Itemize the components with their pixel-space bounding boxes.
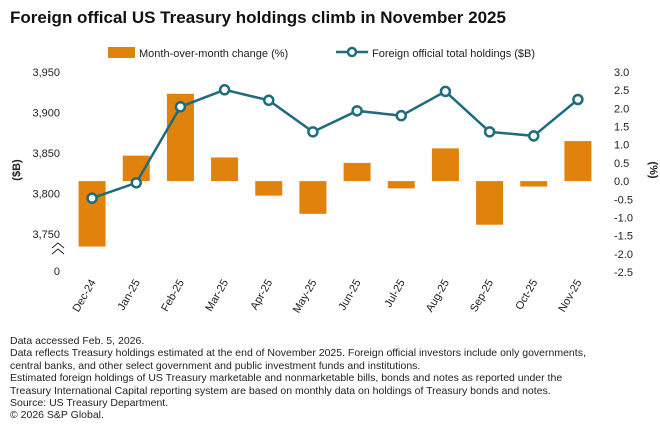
left-tick-label: 3,950 bbox=[32, 67, 60, 79]
x-tick-label: Mar-25 bbox=[203, 278, 231, 314]
bar bbox=[520, 181, 548, 187]
bar bbox=[387, 181, 415, 189]
legend: Month-over-month change (%) Foreign offic… bbox=[108, 46, 535, 60]
chart-title: Foreign offical US Treasury holdings cli… bbox=[10, 8, 506, 27]
line-point bbox=[86, 192, 98, 204]
note-line: Estimated foreign holdings of US Treasur… bbox=[10, 372, 563, 385]
right-axis-title: (%) bbox=[647, 161, 659, 178]
bar bbox=[299, 181, 327, 214]
chart: Month-over-month change (%) Foreign offic… bbox=[11, 46, 659, 316]
x-tick-label: Aug-25 bbox=[424, 278, 452, 315]
x-axis: Dec-24 Jan-25 Feb-25 Mar-25 Apr-25 May-25 Jun-… bbox=[71, 278, 585, 316]
axis-break-icon bbox=[51, 242, 65, 255]
bar bbox=[564, 141, 592, 182]
right-axis: 3.0 2.5 2.0 1.5 1.0 0.5 0.0 -0.5 -1.0 -1.5 -2.0 -2.… bbox=[614, 67, 659, 279]
note-line: Data reflects Treasury holdings estimate… bbox=[10, 347, 586, 360]
bar bbox=[431, 148, 459, 182]
right-tick-label: -1.5 bbox=[614, 231, 633, 243]
line-point bbox=[218, 84, 231, 96]
left-axis: 3,950 3,900 3,850 3,800 3,750 0 ($B) bbox=[11, 67, 65, 278]
note-line: © 2026 S&P Global. bbox=[10, 409, 104, 422]
right-tick-label: 3.0 bbox=[614, 67, 629, 79]
line-point bbox=[572, 93, 584, 106]
series-line bbox=[91, 88, 579, 200]
left-tick-label: 3,850 bbox=[32, 148, 60, 160]
line-series bbox=[86, 84, 584, 204]
line-point bbox=[130, 177, 142, 189]
bar bbox=[343, 162, 371, 182]
left-tick-label: 3,900 bbox=[32, 107, 60, 119]
right-tick-label: 0.5 bbox=[614, 158, 629, 170]
x-tick-label: Nov-25 bbox=[556, 278, 584, 315]
x-tick-label: Apr-25 bbox=[248, 278, 275, 313]
right-tick-label: -2.0 bbox=[614, 249, 633, 261]
line-point bbox=[263, 94, 275, 107]
left-tick-zero: 0 bbox=[54, 266, 60, 278]
bar bbox=[78, 181, 106, 247]
right-tick-label: 1.0 bbox=[614, 140, 629, 152]
legend-bar-swatch bbox=[108, 47, 135, 58]
x-tick-label: Jan-25 bbox=[116, 278, 143, 313]
bar-series bbox=[78, 93, 592, 247]
note-line: Source: US Treasury Department. bbox=[10, 397, 169, 410]
line-point bbox=[174, 101, 187, 113]
x-tick-label: Jun-25 bbox=[336, 278, 363, 313]
x-tick-label: Dec-24 bbox=[71, 278, 99, 315]
line-point bbox=[395, 109, 407, 122]
line-point bbox=[483, 126, 496, 138]
line-point bbox=[528, 130, 540, 142]
right-tick-label: -0.5 bbox=[614, 194, 633, 206]
note-line: Data accessed Feb. 5, 2026. bbox=[10, 335, 145, 347]
left-tick-label: 3,800 bbox=[32, 188, 60, 200]
left-axis-title: ($B) bbox=[11, 159, 23, 181]
legend-line-label: Foreign official total holdings ($B) bbox=[372, 48, 535, 60]
right-tick-label: 2.0 bbox=[614, 103, 629, 115]
right-tick-label: 1.5 bbox=[614, 122, 629, 134]
bar bbox=[476, 181, 504, 225]
note-line: Treasury International Capital reporting… bbox=[10, 384, 551, 397]
bar bbox=[211, 157, 239, 182]
x-tick-label: Sep-25 bbox=[468, 278, 496, 315]
x-tick-label: Jul-25 bbox=[382, 278, 407, 310]
right-tick-label: -2.5 bbox=[614, 267, 633, 279]
line-point bbox=[307, 126, 319, 138]
x-tick-label: Feb-25 bbox=[159, 278, 187, 314]
legend-bar-label: Month-over-month change (%) bbox=[139, 48, 288, 60]
line-point bbox=[439, 85, 452, 98]
note-line: central banks, and other select governme… bbox=[10, 359, 421, 372]
legend-line-marker bbox=[346, 46, 358, 58]
right-tick-label: -1.0 bbox=[614, 212, 633, 224]
left-tick-label: 3,750 bbox=[32, 229, 60, 241]
x-tick-label: Oct-25 bbox=[513, 278, 540, 313]
bar bbox=[255, 181, 283, 196]
right-tick-label: 2.5 bbox=[614, 85, 629, 97]
line-point bbox=[351, 105, 363, 117]
footnotes: Data accessed Feb. 5, 2026. Data reflect… bbox=[10, 335, 650, 422]
x-tick-label: May-25 bbox=[291, 278, 320, 316]
right-tick-label: 0.0 bbox=[614, 176, 629, 188]
